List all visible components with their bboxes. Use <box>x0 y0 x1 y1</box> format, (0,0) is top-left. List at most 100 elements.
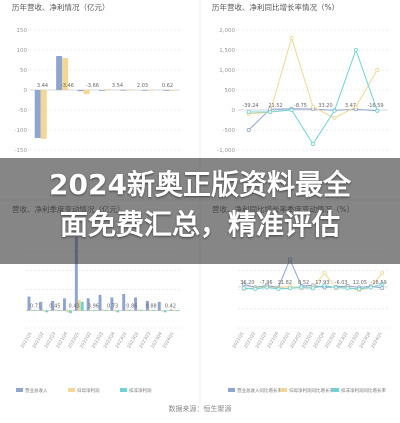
data-label: 33.20 <box>318 103 332 109</box>
bar-revenue <box>51 300 55 311</box>
data-point <box>299 285 304 290</box>
bar-net-profit <box>125 309 129 311</box>
data-point <box>322 283 327 288</box>
data-point <box>310 141 315 146</box>
data-point <box>357 286 362 291</box>
bar-revenue <box>163 89 170 91</box>
data-label: 0.86 <box>126 304 137 310</box>
data-source-footer: 数据来源：恒生聚源 <box>168 405 232 413</box>
data-point <box>380 282 385 287</box>
y-tick-label: 0 <box>24 88 28 94</box>
bar-revenue <box>110 297 114 311</box>
bar-revenue <box>157 301 161 311</box>
bar-revenue <box>99 90 105 91</box>
bar-deducted-profit <box>57 310 61 311</box>
bar-net-profit <box>42 310 46 312</box>
y-tick-label: -150 <box>15 148 28 154</box>
bar-revenue <box>34 90 41 138</box>
chart-title: 历年营收、净利情况（亿元） <box>12 2 110 12</box>
bar-net-profit <box>40 90 47 139</box>
data-point <box>380 271 385 276</box>
data-point <box>241 286 246 291</box>
data-point <box>332 116 337 121</box>
data-label: 3.44 <box>37 83 48 89</box>
bar-net-profit <box>83 90 90 94</box>
bar-revenue <box>86 298 90 311</box>
data-label: 0.43 <box>69 304 80 310</box>
data-label: 3.96 <box>88 304 99 310</box>
data-label: 0.71 <box>30 304 41 310</box>
bar-revenue <box>169 309 173 311</box>
bar-revenue <box>122 293 126 311</box>
data-label: -7.96 <box>260 280 273 286</box>
bar-net-profit <box>77 300 81 311</box>
legend-label: 扣非净利润同比增长率 <box>341 387 386 394</box>
data-point <box>368 285 373 290</box>
bar-deducted-profit <box>163 310 167 313</box>
data-label: -16.59 <box>371 280 387 286</box>
data-point <box>353 48 358 53</box>
legend-label: 归母净利润 <box>77 387 100 394</box>
chart-title: 历年营收、净利同比增长率情况（%） <box>212 2 339 12</box>
data-point <box>310 286 315 291</box>
bar-revenue <box>56 56 63 90</box>
banner-headline-line1: 2024新奥正版资料最全 <box>49 168 351 201</box>
bar-revenue <box>145 300 149 311</box>
bar-deducted-profit <box>175 310 179 312</box>
y-tick-label: 2,000 <box>219 28 235 34</box>
bar-deducted-profit <box>80 301 84 311</box>
bar-net-profit <box>172 310 176 311</box>
data-label: 2.03 <box>137 83 148 89</box>
legend-swatch <box>280 388 287 392</box>
bar-net-profit <box>160 310 164 312</box>
legend-swatch <box>228 388 235 392</box>
data-point <box>264 285 269 290</box>
legend-label: 营业总收入同比增长率 <box>237 387 282 394</box>
data-label: 0.88 <box>146 304 157 310</box>
bar-revenue <box>120 89 127 91</box>
bar-deducted-profit <box>45 310 49 313</box>
legend-swatch <box>332 388 339 392</box>
data-label: 12.05 <box>353 280 367 286</box>
bar-deducted-profit <box>104 310 108 311</box>
y-tick-label: -100 <box>15 128 28 134</box>
data-label: -6.03 <box>335 280 348 286</box>
bar-deducted-profit <box>68 310 72 314</box>
bar-net-profit <box>126 89 133 91</box>
data-label: 0.73 <box>107 304 118 310</box>
bar-net-profit <box>113 310 117 312</box>
y-tick-label: 150 <box>17 28 28 34</box>
data-point <box>322 271 327 276</box>
y-tick-label: 0 <box>232 108 236 114</box>
bar-net-profit <box>148 310 152 311</box>
data-label: 17.93 <box>315 280 329 286</box>
legend-swatch <box>68 388 75 392</box>
data-label: 3.47 <box>345 103 356 109</box>
bar-deducted-profit <box>128 309 132 311</box>
overlay-banner <box>0 158 400 264</box>
bar-revenue <box>39 301 43 311</box>
y-tick-label: 100 <box>17 48 28 54</box>
data-point <box>375 108 380 113</box>
data-point <box>289 108 294 113</box>
bar-revenue <box>141 89 148 91</box>
data-label: -39.24 <box>242 103 258 109</box>
data-point <box>241 282 246 287</box>
data-label: 0.42 <box>165 304 176 310</box>
bar-deducted-profit <box>116 310 120 313</box>
data-label: 21.82 <box>278 280 292 286</box>
data-point <box>345 286 350 291</box>
legend-label: 扣非净利润 <box>129 387 152 394</box>
bar-deducted-profit <box>33 310 37 311</box>
data-label: -8.75 <box>294 103 307 109</box>
data-point <box>310 104 315 109</box>
y-tick-label: 1,500 <box>219 48 235 54</box>
bar-net-profit <box>137 309 141 311</box>
data-label: -3.66 <box>86 83 99 89</box>
data-label: 0.52 <box>298 280 309 286</box>
data-point <box>332 108 337 113</box>
bar-net-profit <box>101 309 105 311</box>
bar-net-profit <box>54 309 58 311</box>
y-tick-label: -1,000 <box>217 148 235 154</box>
bar-net-profit <box>169 89 176 91</box>
